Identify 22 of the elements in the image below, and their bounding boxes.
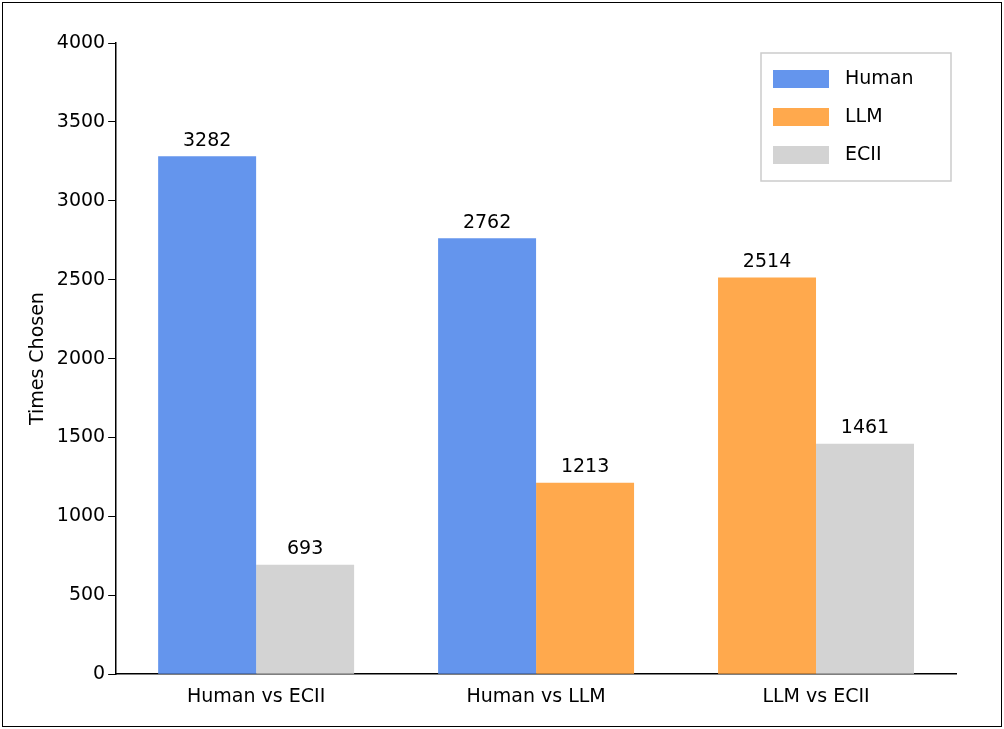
data-label: 693 [286, 536, 324, 559]
y-tick-label: 3000 [56, 187, 106, 210]
legend-label: LLM [845, 103, 883, 126]
y-tick-label: 4000 [56, 29, 106, 52]
x-tick-label: Human vs ECII [187, 683, 326, 706]
legend-label: Human [845, 65, 914, 88]
data-label: 2762 [462, 209, 512, 232]
data-label: 1213 [560, 454, 610, 477]
data-label: 1461 [840, 415, 890, 438]
y-axis-title: Times Chosen [25, 292, 48, 427]
data-label: 2514 [742, 248, 792, 271]
legend-label: ECII [845, 141, 882, 164]
y-tick-label: 3500 [56, 108, 106, 131]
y-tick-label: 0 [93, 661, 106, 684]
y-tick-label: 2000 [56, 345, 106, 368]
y-tick-label: 500 [68, 582, 106, 605]
y-tick-label: 2500 [56, 266, 106, 289]
y-tick-label: 1000 [56, 503, 106, 526]
x-tick-label: Human vs LLM [466, 683, 606, 706]
y-tick-label: 1500 [56, 424, 106, 447]
data-label: 3282 [182, 127, 232, 150]
x-tick-label: LLM vs ECII [762, 683, 870, 706]
